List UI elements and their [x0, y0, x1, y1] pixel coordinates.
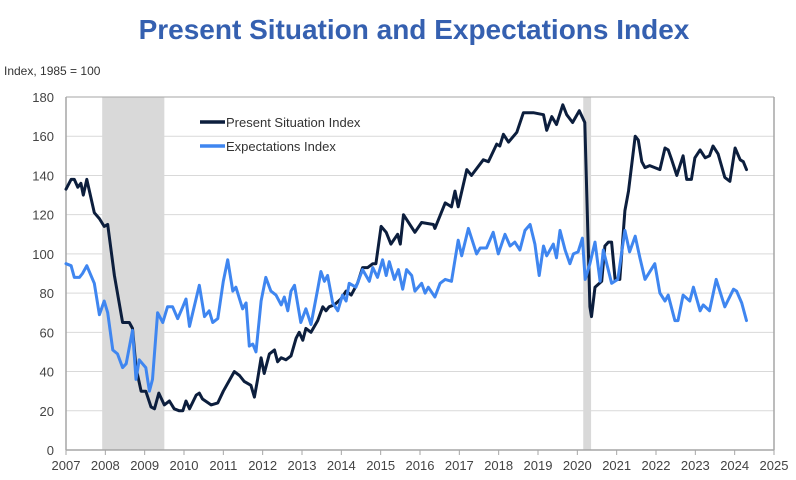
y-tick-label: 100 — [32, 247, 54, 262]
x-tick-label: 2008 — [91, 458, 120, 473]
x-tick-label: 2016 — [406, 458, 435, 473]
y-tick-label: 0 — [47, 443, 54, 458]
x-tick-label: 2021 — [602, 458, 631, 473]
y-tick-label: 140 — [32, 168, 54, 183]
series-lines — [64, 103, 748, 413]
recession-shading — [102, 97, 592, 450]
y-tick-label: 80 — [40, 286, 54, 301]
x-tick-label: 2012 — [248, 458, 277, 473]
x-tick-label: 2023 — [681, 458, 710, 473]
x-tick-label: 2018 — [484, 458, 513, 473]
x-tick-label: 2009 — [130, 458, 159, 473]
x-tick-label: 2007 — [52, 458, 81, 473]
recession-band — [102, 97, 165, 450]
y-axis-label: Index, 1985 = 100 — [4, 64, 101, 78]
x-tick-label: 2024 — [720, 458, 749, 473]
series-line-present-situation — [64, 103, 748, 413]
x-axis-ticks: 2007 2008 2009 2010 2011 2012 2013 2014 2015 2016… — [52, 450, 789, 473]
legend-label-present-situation: Present Situation Index — [226, 115, 361, 130]
legend: Present Situation Index Expectations Ind… — [200, 115, 361, 154]
chart-title: Present Situation and Expectations Index — [139, 14, 690, 45]
x-tick-label: 2025 — [760, 458, 789, 473]
y-tick-label: 160 — [32, 129, 54, 144]
x-tick-label: 2013 — [288, 458, 317, 473]
x-tick-label: 2014 — [327, 458, 356, 473]
x-tick-label: 2011 — [209, 458, 237, 473]
x-tick-label: 2022 — [642, 458, 671, 473]
legend-label-expectations: Expectations Index — [226, 139, 336, 154]
x-tick-label: 2017 — [445, 458, 474, 473]
series-line-expectations — [64, 223, 748, 393]
y-tick-label: 60 — [40, 325, 54, 340]
x-tick-label: 2020 — [563, 458, 592, 473]
x-tick-label: 2010 — [170, 458, 199, 473]
y-tick-label: 20 — [40, 404, 54, 419]
y-tick-label: 40 — [40, 365, 54, 380]
x-tick-label: 2015 — [366, 458, 395, 473]
x-tick-label: 2019 — [524, 458, 553, 473]
y-tick-label: 180 — [32, 90, 54, 105]
y-tick-label: 120 — [32, 208, 54, 223]
y-axis-ticks: 0 20 40 60 80 100 120 140 160 180 — [32, 90, 54, 458]
